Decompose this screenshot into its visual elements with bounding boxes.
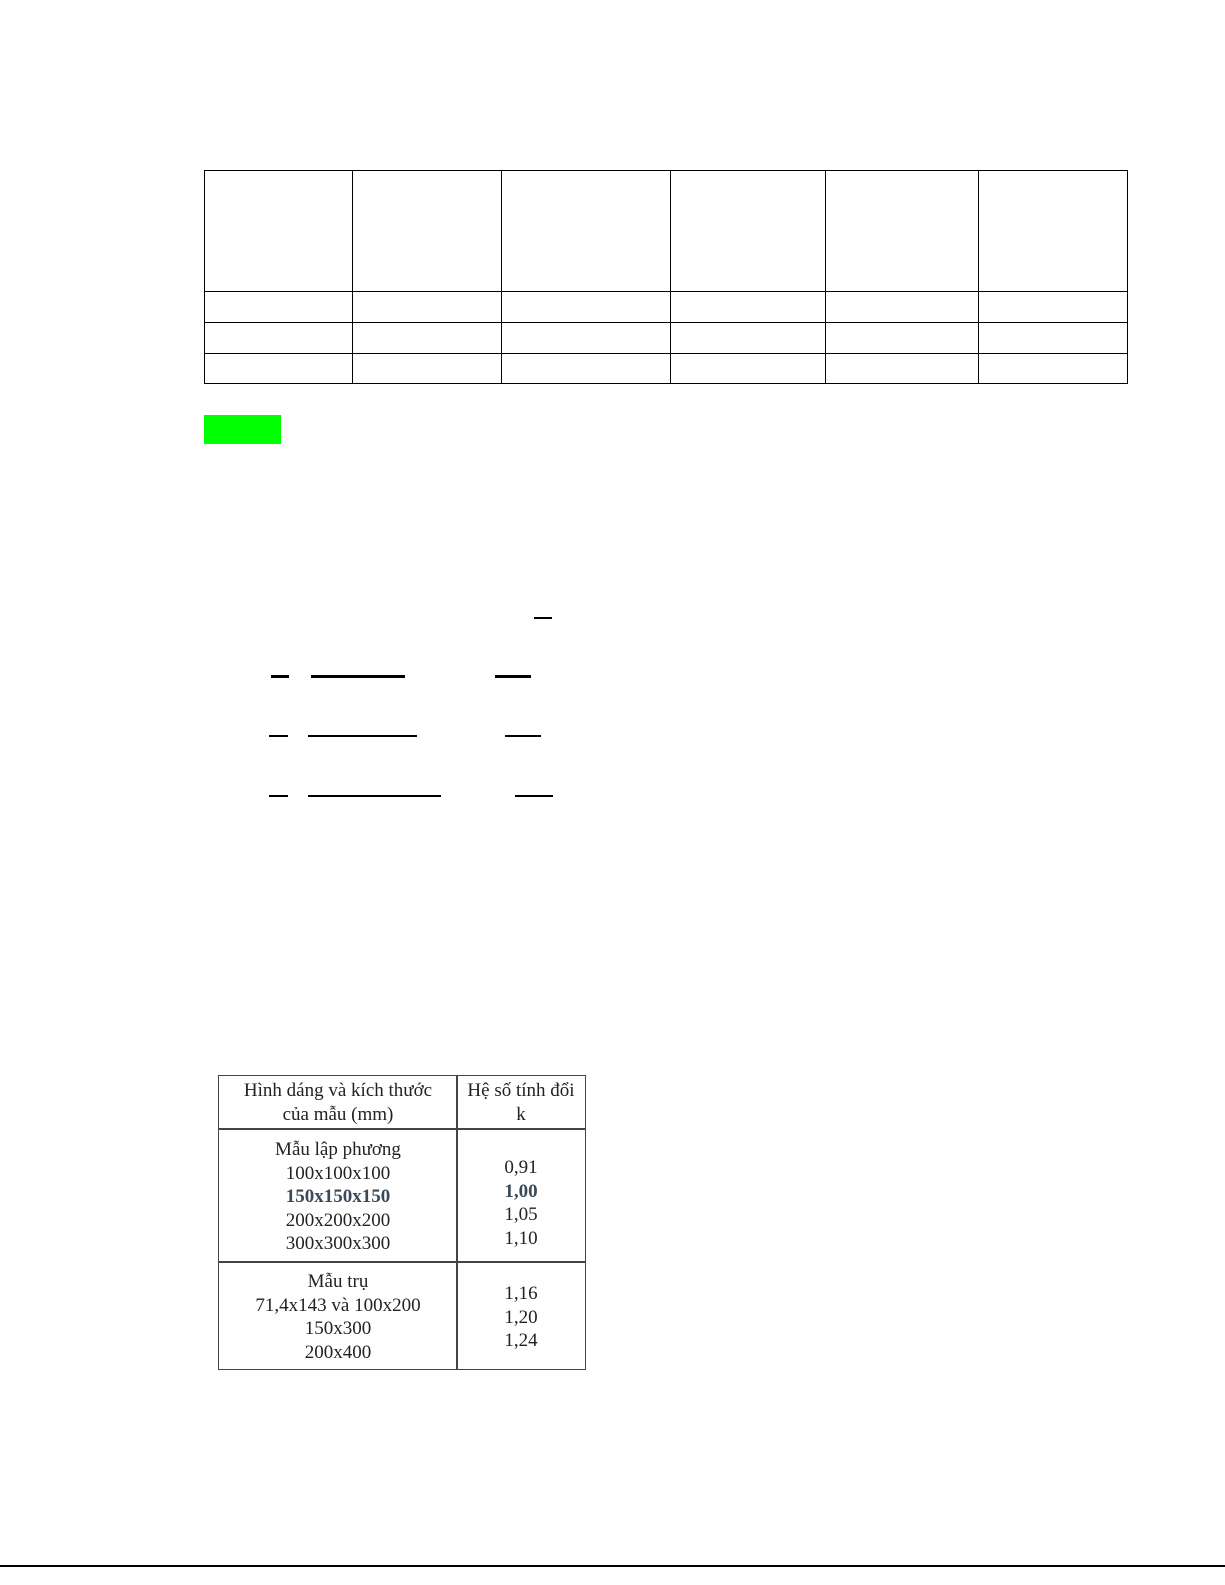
header-k: Hệ số tính đổi k	[467, 1080, 575, 1125]
highlight-box	[204, 415, 281, 444]
cube-sizes: Mẫu lập phương 100x100x100 150x150x150 2…	[275, 1139, 401, 1254]
cube-k-values: 0,91 1,00 1,05 1,10	[504, 1157, 538, 1249]
conversion-factor-table: Hình dáng và kích thước của mẫu (mm) Hệ s…	[218, 1075, 586, 1370]
empty-table	[204, 170, 1128, 384]
cylinder-k-values: 1,16 1,20 1,24	[504, 1283, 538, 1351]
footer-rule	[0, 1565, 1225, 1567]
cylinder-sizes: Mẫu trụ 71,4x143 và 100x200 150x300 200x…	[255, 1271, 421, 1363]
header-shape-size: Hình dáng và kích thước của mẫu (mm)	[243, 1080, 433, 1125]
